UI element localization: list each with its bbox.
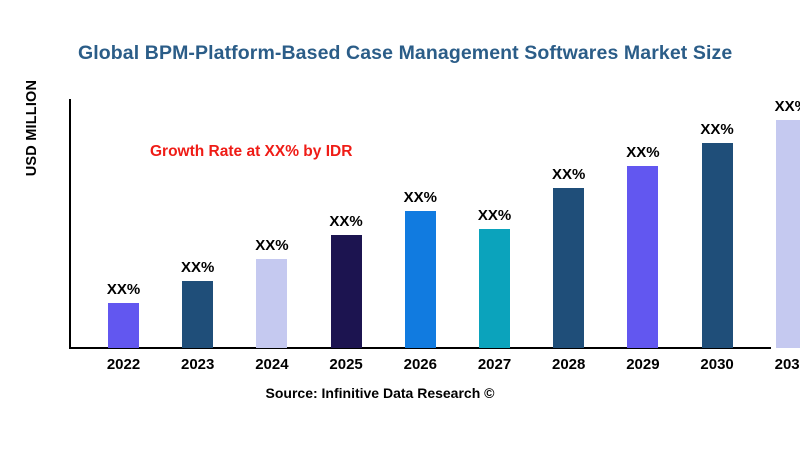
x-tick-label-2025: 2025 (329, 356, 363, 373)
x-tick-label-2031: 2031 (774, 356, 800, 373)
x-tick-label-2027: 2027 (477, 356, 512, 373)
plot-area: XX% XX% XX% XX% XX% XX% XX% XX% XX% XX% (69, 98, 800, 349)
bar: XX% (107, 281, 140, 348)
x-tick-label-2029: 2029 (626, 356, 660, 373)
bar-value-label: XX% (477, 207, 512, 224)
bar: XX% (700, 121, 734, 348)
bar: XX% (775, 98, 800, 348)
bar: XX% (404, 189, 437, 348)
bar: XX% (478, 207, 511, 348)
bar-value-label: XX% (552, 166, 586, 183)
bar: XX% (329, 213, 363, 348)
x-tick-label-2028: 2028 (552, 356, 586, 373)
x-axis-line (69, 347, 771, 349)
bar-value-label: XX% (626, 144, 660, 161)
bar-value-label: XX% (106, 281, 141, 298)
y-axis-label: USD MILLION (24, 79, 40, 177)
growth-rate-annotation: Growth Rate at XX% by IDR (150, 143, 353, 160)
bar-value-label: XX% (403, 189, 437, 206)
chart-title: Global BPM-Platform-Based Case Managemen… (78, 42, 733, 64)
bar: XX% (552, 166, 585, 348)
x-tick-label-2023: 2023 (181, 356, 215, 373)
bar: XX% (255, 237, 289, 348)
bar: XX% (181, 259, 214, 348)
source-note: Source: Infinitive Data Research © (265, 385, 495, 401)
bar-value-label: XX% (774, 98, 800, 115)
bar-value-label: XX% (700, 121, 734, 138)
bar: XX% (626, 144, 660, 348)
y-axis-line (69, 99, 71, 349)
x-tick-label-2030: 2030 (700, 356, 734, 373)
bar-value-label: XX% (181, 259, 215, 276)
bar-value-label: XX% (329, 213, 363, 230)
x-tick-label-2024: 2024 (255, 356, 289, 373)
x-tick-label-2026: 2026 (403, 356, 437, 373)
x-tick-label-2022: 2022 (106, 356, 141, 373)
bar-value-label: XX% (255, 237, 289, 254)
